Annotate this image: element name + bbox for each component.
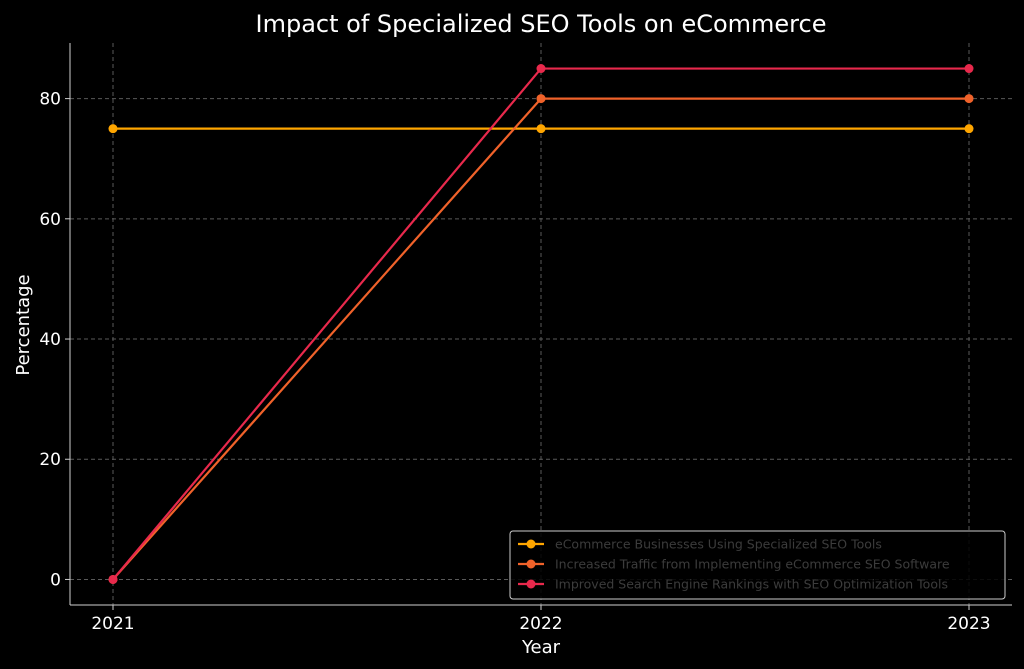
- legend-swatch-marker-0: [526, 539, 536, 549]
- x-tick-label-0: 2021: [91, 614, 134, 634]
- series-group: [108, 64, 974, 584]
- y-tick-label-3: 60: [39, 210, 61, 230]
- legend-swatch-marker-2: [526, 579, 536, 589]
- series-2-point-0: [108, 574, 118, 584]
- x-tick-label-1: 2022: [519, 614, 562, 634]
- y-axis-label: Percentage: [13, 274, 34, 375]
- y-tick-label-4: 80: [39, 90, 61, 110]
- y-tick-label-0: 0: [50, 570, 61, 590]
- y-tick-label-1: 20: [39, 450, 61, 470]
- x-tick-label-2: 2023: [947, 614, 990, 634]
- series-1-point-1: [536, 94, 546, 104]
- legend-label-1: Increased Traffic from Implementing eCom…: [555, 557, 950, 572]
- legend: eCommerce Businesses Using Specialized S…: [509, 530, 1006, 600]
- x-axis-label: Year: [521, 637, 561, 658]
- series-0-point-1: [536, 124, 546, 134]
- tick-labels: 0 20 40 60 80 2021 2022 2023: [39, 90, 990, 634]
- axes: [65, 43, 1012, 610]
- series-0-point-2: [964, 124, 974, 134]
- series-1-point-2: [964, 94, 974, 104]
- legend-box: [509, 530, 1006, 600]
- legend-label-0: eCommerce Businesses Using Specialized S…: [555, 537, 882, 552]
- y-tick-label-2: 40: [39, 330, 61, 350]
- legend-label-2: Improved Search Engine Rankings with SEO…: [555, 577, 948, 592]
- legend-swatch-marker-1: [526, 559, 536, 569]
- grid: [70, 43, 1012, 605]
- series-2-point-1: [536, 64, 546, 74]
- chart-title: Impact of Specialized SEO Tools on eComm…: [256, 10, 827, 38]
- series-0-point-0: [108, 124, 118, 134]
- series-2-point-2: [964, 64, 974, 74]
